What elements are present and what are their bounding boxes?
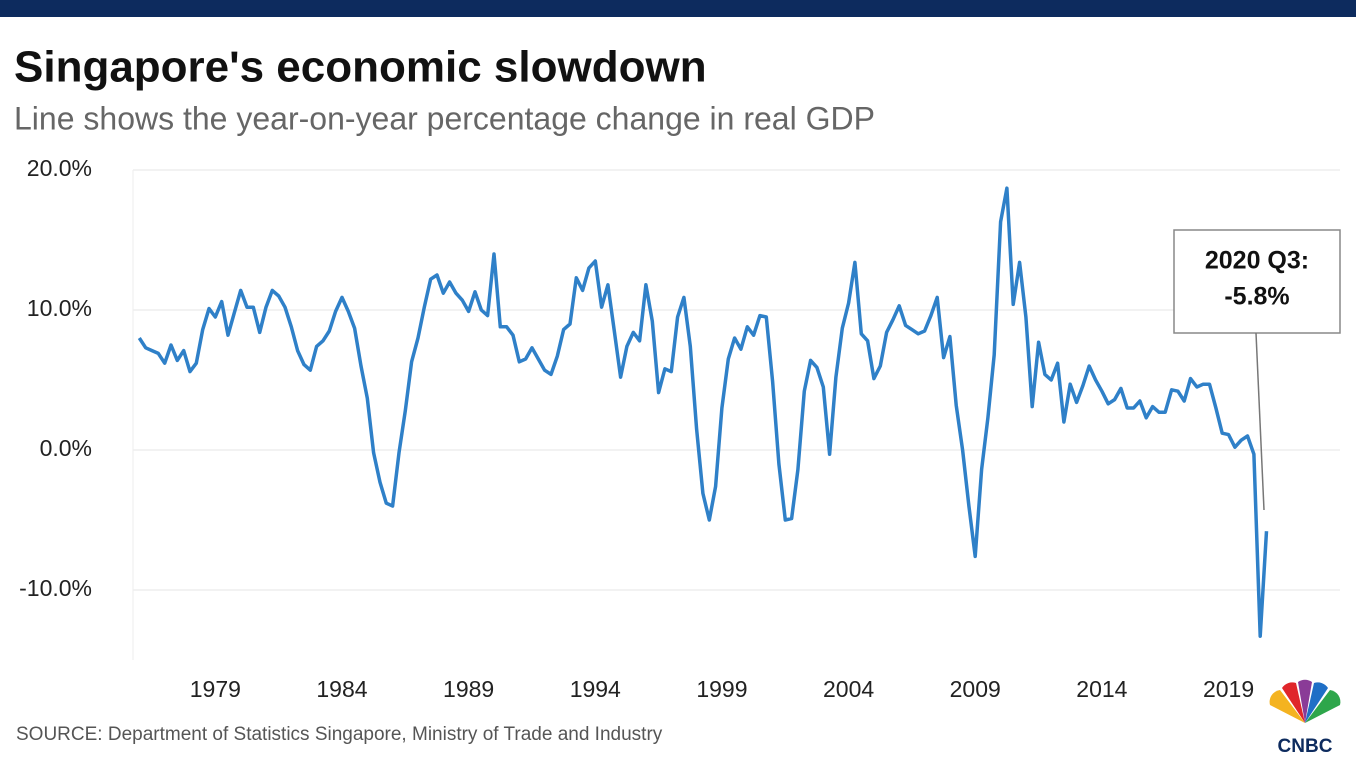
source: SOURCE: Department of Statistics Singapo… (16, 724, 663, 745)
chart-title: Singapore's economic slowdown (14, 43, 707, 92)
chart-subtitle: Line shows the year-on-year percentage c… (14, 100, 875, 136)
x-tick-label: 2004 (823, 676, 874, 702)
x-tick-label: 2014 (1076, 676, 1127, 702)
annotation-text: 2020 Q3: (1205, 247, 1309, 275)
series-line (137, 186, 1269, 638)
y-tick-label: 10.0% (27, 295, 92, 321)
x-tick-label: 1994 (570, 676, 621, 702)
y-tick-label: -10.0% (19, 575, 92, 601)
logo-text: CNBC (1278, 736, 1333, 757)
logo: CNBC (1269, 679, 1341, 757)
x-tick-label: 2019 (1203, 676, 1254, 702)
x-tick-label: 1999 (696, 676, 747, 702)
y-tick-label: 20.0% (27, 155, 92, 181)
annotation-box (1173, 229, 1341, 334)
x-tick-label: 1989 (443, 676, 494, 702)
annotation-leader (1255, 332, 1265, 511)
x-tick-label: 1979 (190, 676, 241, 702)
annotation-text: -5.8% (1224, 283, 1289, 311)
y-tick-label: 0.0% (40, 435, 92, 461)
x-tick-label: 1984 (316, 676, 367, 702)
x-tick-label: 2009 (950, 676, 1001, 702)
top-bar (0, 0, 1356, 17)
